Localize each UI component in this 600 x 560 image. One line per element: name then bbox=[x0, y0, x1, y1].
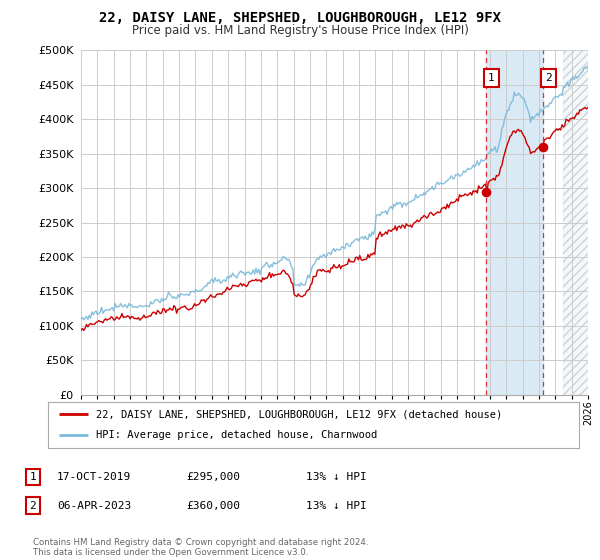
Bar bbox=[563, 50, 588, 395]
Text: Price paid vs. HM Land Registry's House Price Index (HPI): Price paid vs. HM Land Registry's House … bbox=[131, 24, 469, 37]
Text: 13% ↓ HPI: 13% ↓ HPI bbox=[306, 501, 367, 511]
Text: 22, DAISY LANE, SHEPSHED, LOUGHBOROUGH, LE12 9FX: 22, DAISY LANE, SHEPSHED, LOUGHBOROUGH, … bbox=[99, 11, 501, 25]
Text: 17-OCT-2019: 17-OCT-2019 bbox=[57, 472, 131, 482]
Text: £360,000: £360,000 bbox=[186, 501, 240, 511]
Bar bbox=[487, 50, 544, 395]
Text: 1: 1 bbox=[488, 73, 495, 83]
Text: £295,000: £295,000 bbox=[186, 472, 240, 482]
Text: HPI: Average price, detached house, Charnwood: HPI: Average price, detached house, Char… bbox=[96, 431, 377, 441]
Text: 2: 2 bbox=[29, 501, 37, 511]
Text: 06-APR-2023: 06-APR-2023 bbox=[57, 501, 131, 511]
Text: 13% ↓ HPI: 13% ↓ HPI bbox=[306, 472, 367, 482]
Bar bbox=[563, 50, 588, 395]
Text: 1: 1 bbox=[29, 472, 37, 482]
Text: 22, DAISY LANE, SHEPSHED, LOUGHBOROUGH, LE12 9FX (detached house): 22, DAISY LANE, SHEPSHED, LOUGHBOROUGH, … bbox=[96, 409, 502, 419]
Text: Contains HM Land Registry data © Crown copyright and database right 2024.
This d: Contains HM Land Registry data © Crown c… bbox=[33, 538, 368, 557]
Text: 2: 2 bbox=[545, 73, 551, 83]
